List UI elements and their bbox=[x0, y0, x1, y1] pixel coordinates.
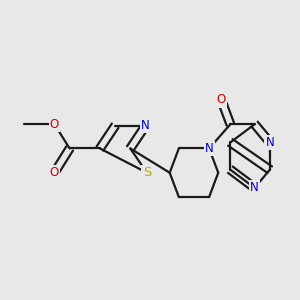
Text: N: N bbox=[205, 142, 214, 155]
Text: N: N bbox=[266, 136, 274, 149]
Text: S: S bbox=[143, 166, 151, 179]
Text: O: O bbox=[50, 118, 59, 131]
Text: N: N bbox=[250, 182, 259, 194]
Text: O: O bbox=[50, 166, 59, 179]
Text: O: O bbox=[217, 94, 226, 106]
Text: N: N bbox=[141, 119, 150, 132]
